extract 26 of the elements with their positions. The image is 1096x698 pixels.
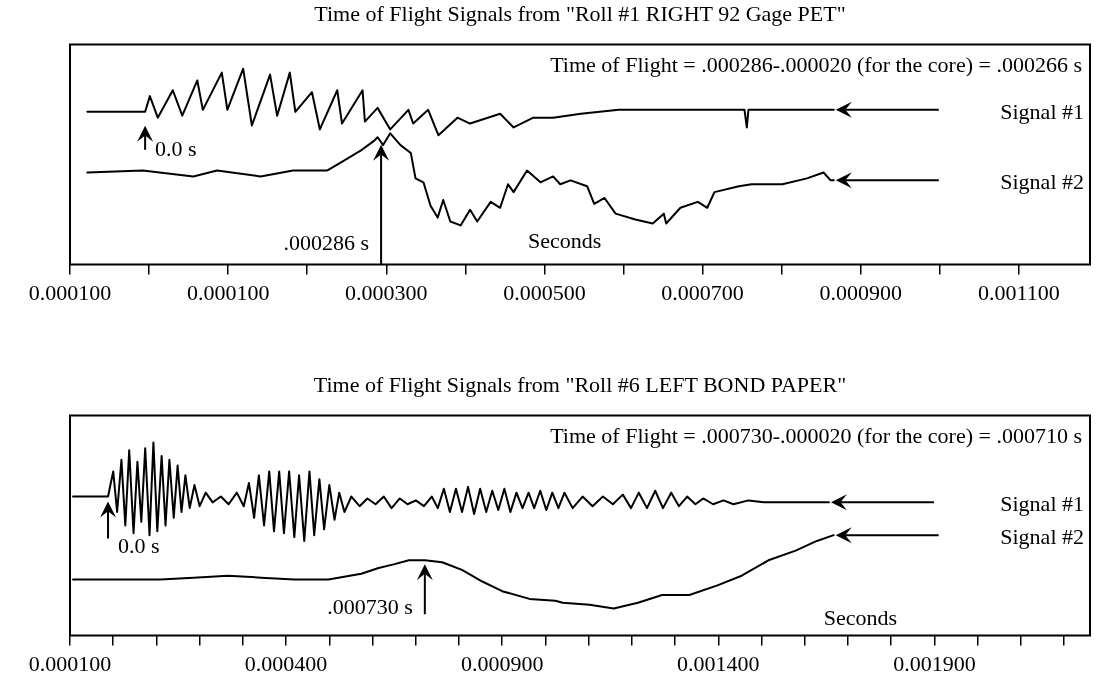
x-tick-label: 0.000100 [28, 279, 112, 305]
x-axis-title: Seconds [528, 228, 602, 254]
annotation: Time of Flight = .000730-.000020 (for the core) = .000710 s [550, 423, 1082, 449]
x-axis-title: Seconds [823, 605, 898, 631]
text: Signal #1 [1000, 491, 1084, 517]
text: Signal #2 [1000, 169, 1084, 195]
text: Signal #2 [1000, 523, 1084, 549]
chart-title: Time of Flight Signals from "Roll #1 RIGHT 92 Gage PET" [314, 0, 846, 26]
annotation: .000286 s [283, 230, 370, 256]
annotation: Time of Flight = .000286-.000020 (for the core) = .000266 s [550, 52, 1082, 78]
annotation: 0.0 s [155, 135, 197, 161]
text: Signal #1 [1000, 98, 1084, 124]
x-tick-label: 0.000700 [661, 279, 744, 305]
x-tick-label: 0.000300 [345, 279, 428, 305]
x-tick-label: 0.000900 [819, 279, 902, 305]
annotation: 0.0 s [118, 533, 160, 559]
x-tick-label: 0.000100 [186, 279, 270, 305]
chart-title: Time of Flight Signals from "Roll #6 LEFT BOND PAPER" [313, 371, 847, 397]
x-tick-label: 0.000400 [244, 650, 328, 676]
annotation: .000730 s [327, 594, 413, 620]
x-tick-label: 0.001900 [893, 650, 976, 676]
x-tick-label: 0.000100 [28, 650, 112, 676]
x-tick-label: 0.001400 [677, 650, 760, 676]
x-tick-label: 0.001100 [977, 279, 1060, 305]
x-tick-label: 0.000500 [503, 279, 586, 305]
x-tick-label: 0.000900 [460, 650, 544, 676]
